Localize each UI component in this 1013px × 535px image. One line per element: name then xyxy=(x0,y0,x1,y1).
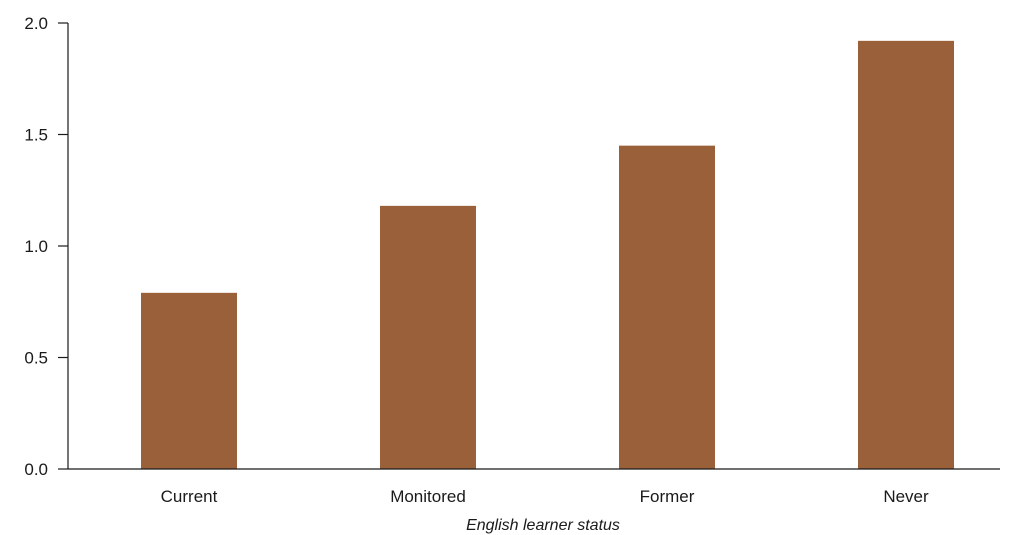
x-tick-label-former: Former xyxy=(640,487,695,506)
y-ticks-layer: 0.0 0.5 1.0 1.5 2.0 xyxy=(24,14,68,479)
bar-monitored xyxy=(380,205,476,470)
y-tick-label: 2.0 xyxy=(24,14,48,33)
bar-former xyxy=(619,145,715,469)
bar-current xyxy=(141,292,237,469)
x-tick-label-monitored: Monitored xyxy=(390,487,466,506)
y-tick-label: 1.0 xyxy=(24,237,48,256)
bars-layer xyxy=(141,40,954,470)
y-tick-label: 0.0 xyxy=(24,460,48,479)
bar-never xyxy=(858,40,954,470)
x-ticks-layer: Current Monitored Former Never xyxy=(161,487,929,506)
x-tick-label-current: Current xyxy=(161,487,218,506)
y-tick-label: 0.5 xyxy=(24,349,48,368)
x-tick-label-never: Never xyxy=(883,487,929,506)
x-axis-title: English learner status xyxy=(466,517,620,534)
y-tick-label: 1.5 xyxy=(24,126,48,145)
